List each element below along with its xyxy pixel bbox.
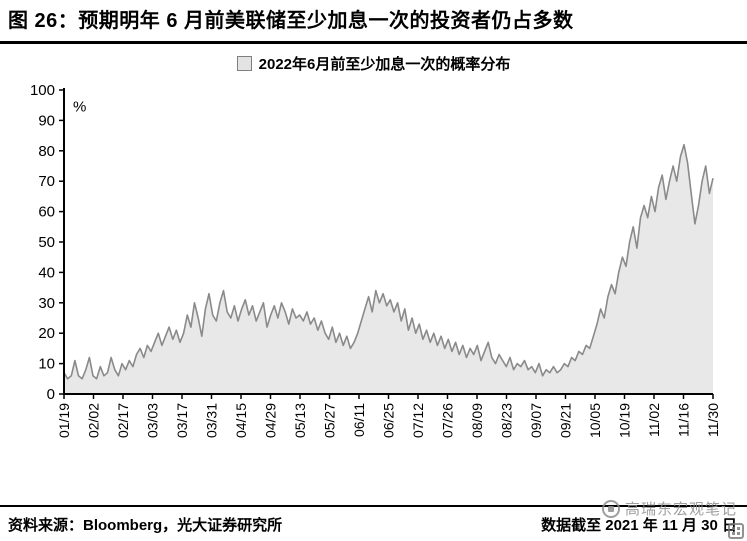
svg-text:50: 50 <box>38 234 55 251</box>
svg-text:70: 70 <box>38 173 55 190</box>
svg-text:20: 20 <box>38 325 55 342</box>
chart-container: 0 10 20 30 40 50 60 70 80 90 100% 01/19 02/02 02/17 03… <box>0 76 747 483</box>
svg-text:10/05: 10/05 <box>587 403 603 438</box>
probability-area-chart: 0 10 20 30 40 50 60 70 80 90 100% 01/19 02/02 02/17 03… <box>30 82 721 438</box>
svg-text:100: 100 <box>30 82 55 99</box>
svg-text:04/15: 04/15 <box>233 403 249 438</box>
svg-text:40: 40 <box>38 264 55 281</box>
svg-text:09/21: 09/21 <box>557 403 573 438</box>
figure-title: 图 26：预期明年 6 月前美联储至少加息一次的投资者仍占多数 <box>8 10 574 32</box>
svg-text:11/16: 11/16 <box>675 403 691 437</box>
svg-text:03/31: 03/31 <box>203 403 219 438</box>
svg-text:05/27: 05/27 <box>321 403 337 438</box>
svg-text:30: 30 <box>38 295 55 312</box>
legend-area-swatch <box>236 56 252 71</box>
data-cutoff-note: 数据截至 2021 年 11 月 30 日 <box>541 517 737 534</box>
legend-label: 2022年6月前至少加息一次的概率分布 <box>258 56 511 73</box>
svg-text:08/09: 08/09 <box>469 403 485 438</box>
svg-text:01/19: 01/19 <box>56 403 72 438</box>
svg-text:02/02: 02/02 <box>85 403 101 438</box>
figure-title-bar: 图 26：预期明年 6 月前美联储至少加息一次的投资者仍占多数 <box>0 0 747 44</box>
svg-text:07/26: 07/26 <box>439 403 455 438</box>
svg-text:09/07: 09/07 <box>528 403 544 438</box>
svg-text:05/13: 05/13 <box>292 403 308 438</box>
svg-text:06/11: 06/11 <box>351 403 367 437</box>
svg-text:02/17: 02/17 <box>115 403 131 438</box>
svg-text:08/23: 08/23 <box>498 403 514 438</box>
svg-text:80: 80 <box>38 143 55 160</box>
svg-text:10: 10 <box>38 356 55 373</box>
figure-footer: 资料来源：Bloomberg，光大证券研究所 数据截至 2021 年 11 月 … <box>0 505 747 535</box>
svg-text:10/19: 10/19 <box>616 403 632 438</box>
svg-text:03/17: 03/17 <box>174 403 190 438</box>
svg-text:90: 90 <box>38 112 55 129</box>
svg-text:04/29: 04/29 <box>262 403 278 438</box>
source-note: 资料来源：Bloomberg，光大证券研究所 <box>8 517 283 534</box>
svg-text:%: % <box>73 98 86 115</box>
svg-text:11/30: 11/30 <box>705 403 721 437</box>
svg-text:03/03: 03/03 <box>144 403 160 438</box>
chart-legend: 2022年6月前至少加息一次的概率分布 <box>0 53 747 74</box>
svg-text:0: 0 <box>47 386 55 403</box>
svg-text:06/25: 06/25 <box>380 403 396 438</box>
svg-text:07/12: 07/12 <box>410 403 426 438</box>
svg-text:11/02: 11/02 <box>646 403 662 437</box>
svg-text:60: 60 <box>38 204 55 221</box>
